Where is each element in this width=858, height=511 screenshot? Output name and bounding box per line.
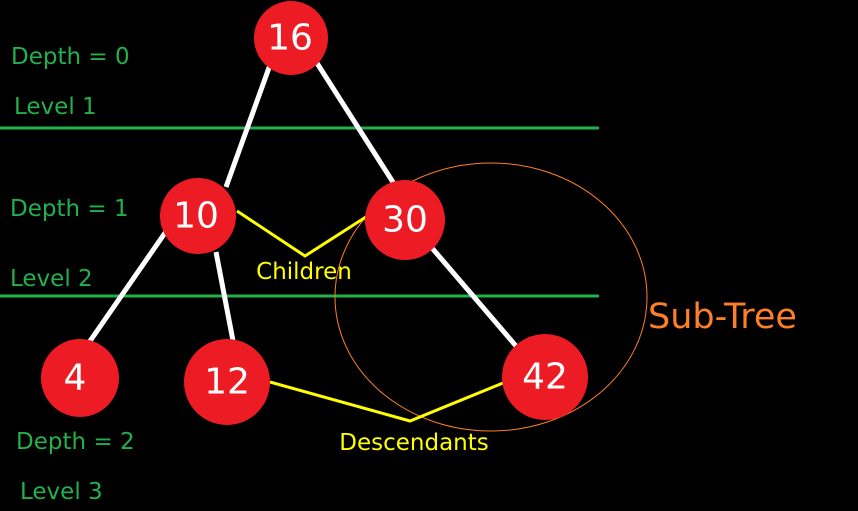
depth-2-label: Depth = 2 [16,429,135,455]
edge-16-30 [312,58,401,192]
edge-30-42 [430,246,524,355]
children-connector [236,209,370,258]
subtree-label: Sub-Tree [648,297,797,337]
descendants-label: Descendants [339,430,489,456]
tree-node-30: 30 [365,180,445,260]
node-label: 4 [64,358,87,399]
depth-0-label: Depth = 0 [11,44,130,70]
edge-10-12 [213,251,237,347]
tree-node-42: 42 [502,334,588,420]
children-label: Children [256,259,352,285]
tree-node-16: 16 [254,1,328,75]
level-2-label: Level 2 [10,266,93,292]
edge-16-10 [223,64,273,188]
tree-node-4: 4 [41,339,119,417]
level-3-label: Level 3 [20,479,103,505]
node-label: 42 [522,357,568,398]
node-label: 30 [382,200,428,241]
tree-node-12: 12 [184,339,270,425]
depth-1-label: Depth = 1 [10,196,129,222]
descendants-connector [269,380,504,423]
level-1-label: Level 1 [14,94,97,120]
subtree-ellipse [334,162,648,432]
edge-10-4 [85,228,170,346]
node-label: 16 [267,18,313,59]
node-label: 12 [204,362,250,403]
tree-node-10: 10 [160,178,236,254]
node-label: 10 [173,196,219,237]
